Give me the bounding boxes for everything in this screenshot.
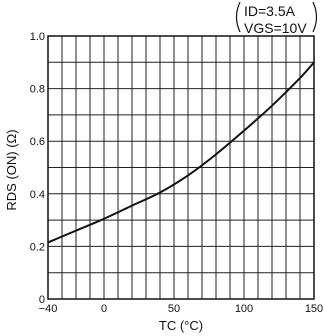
y-tick-label: 0.2 <box>30 241 45 253</box>
y-tick-label: 0.4 <box>30 189 45 201</box>
right-paren <box>312 1 318 33</box>
condition-vgs: VGS=10V <box>244 20 307 36</box>
condition-id: ID=3.5A <box>244 3 296 19</box>
y-axis-label: RDS (ON) (Ω) <box>4 129 19 210</box>
x-tick-label: 50 <box>168 303 180 315</box>
y-tick-labels: 0 0.2 0.4 0.6 0.8 1.0 <box>30 31 45 306</box>
left-paren <box>235 1 241 33</box>
conditions-annotation: ID=3.5A VGS=10V <box>235 1 318 36</box>
x-tick-label: 150 <box>305 303 323 315</box>
x-tick-label: −40 <box>39 303 58 315</box>
plot-frame <box>47 35 315 300</box>
y-tick-label: 1.0 <box>30 31 45 43</box>
series-group <box>47 61 315 244</box>
x-tick-label: 100 <box>235 303 253 315</box>
x-axis-label: TC (°C) <box>159 318 203 333</box>
series-line <box>47 61 315 244</box>
y-tick-label: 0.8 <box>30 84 45 96</box>
y-tick-label: 0.6 <box>30 136 45 148</box>
x-tick-labels: −40 0 50 100 150 <box>39 303 324 315</box>
grid <box>48 36 314 299</box>
y-tick-label: 0 <box>39 294 45 306</box>
x-tick-label: 0 <box>101 303 107 315</box>
